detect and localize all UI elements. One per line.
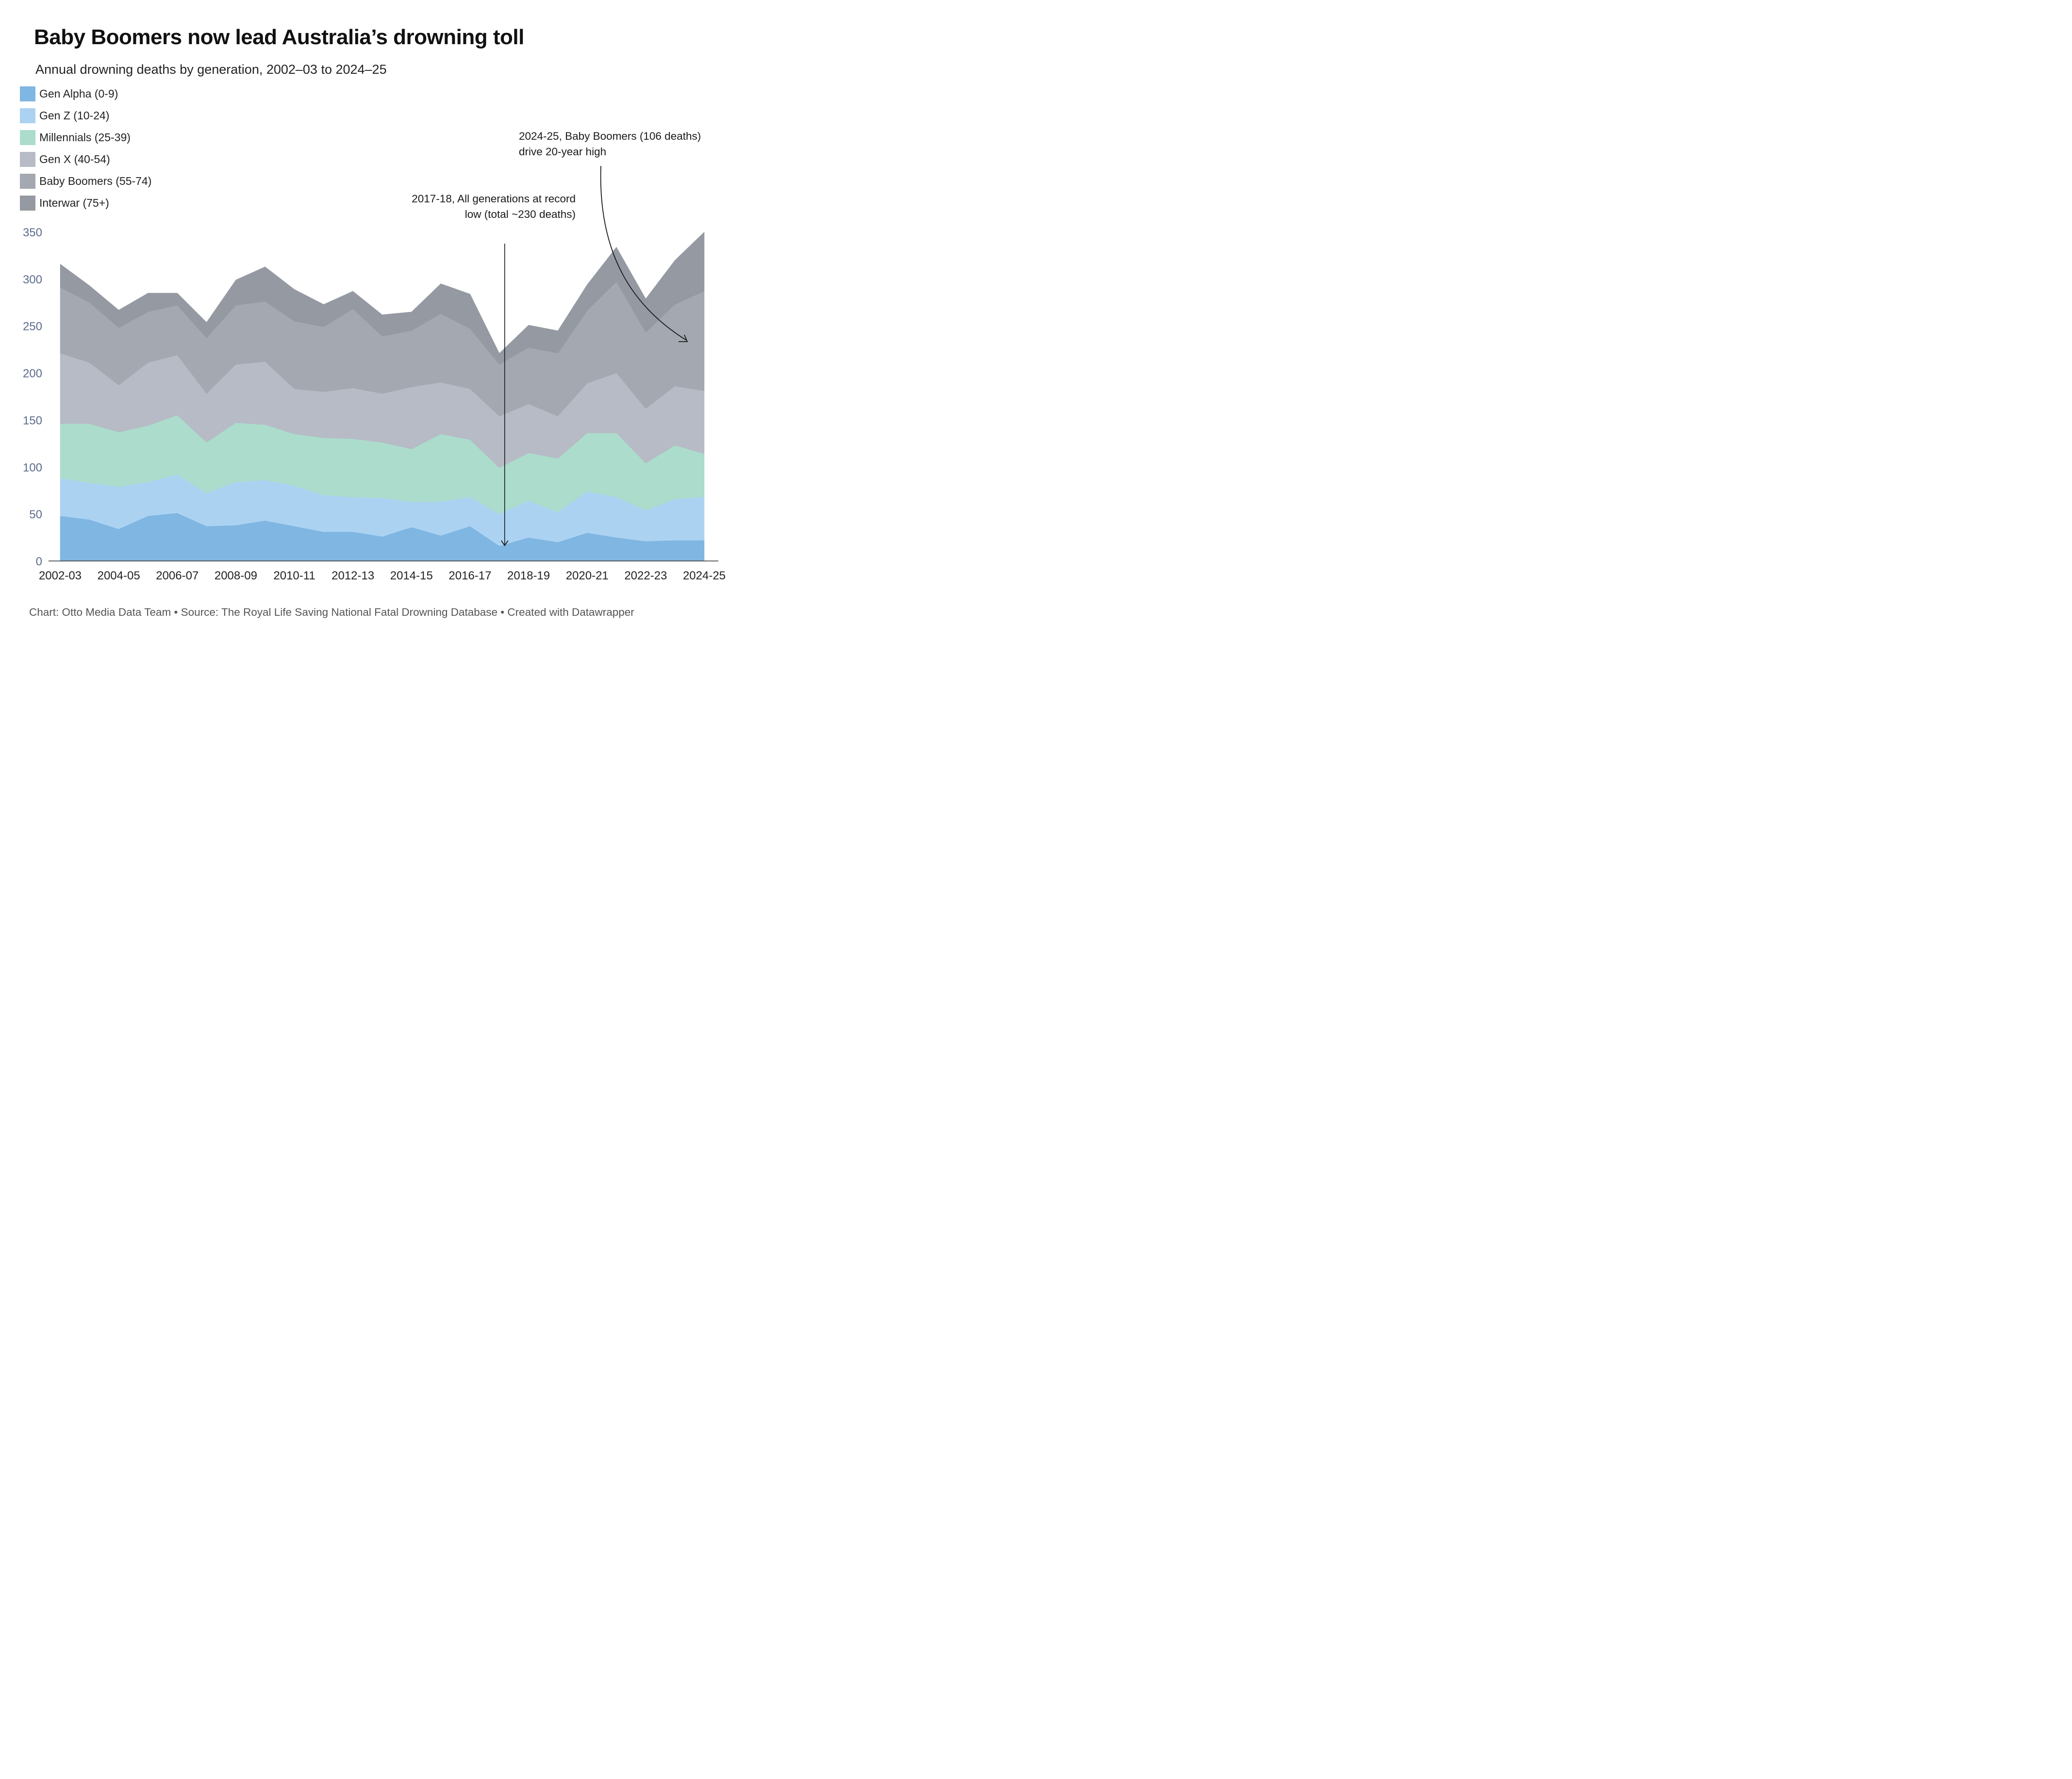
x-tick-label: 2024-25 bbox=[683, 569, 726, 582]
legend-item-gen-alpha: Gen Alpha (0-9) bbox=[20, 86, 151, 101]
x-tick-label: 2016-17 bbox=[448, 569, 491, 582]
y-tick-label: 200 bbox=[23, 367, 42, 380]
legend-swatch-gen-x bbox=[20, 152, 35, 167]
y-tick-label: 50 bbox=[29, 508, 42, 521]
annotation-boomers-high: 2024-25, Baby Boomers (106 deaths) drive… bbox=[519, 130, 701, 158]
legend-item-gen-x: Gen X (40-54) bbox=[20, 152, 151, 167]
legend-swatch-gen-alpha bbox=[20, 86, 35, 101]
x-tick-label: 2010-11 bbox=[273, 569, 315, 582]
area-interwar bbox=[60, 231, 705, 365]
boomers-high-arrow-line bbox=[600, 165, 687, 341]
annotation-arrows bbox=[501, 165, 688, 546]
y-tick-label: 0 bbox=[36, 555, 42, 568]
record-low-arrow-head bbox=[501, 540, 509, 546]
chart-subtitle: Annual drowning deaths by generation, 20… bbox=[35, 62, 387, 77]
y-tick-label: 250 bbox=[23, 320, 42, 333]
x-tick-label: 2014-15 bbox=[390, 569, 433, 582]
legend-label-gen-x: Gen X (40-54) bbox=[39, 153, 110, 165]
x-tick-label: 2004-05 bbox=[98, 569, 140, 582]
legend-item-millennials: Millennials (25-39) bbox=[20, 130, 151, 145]
stacked-area-chart: 0 50 100 150 200 250 300 350 2002-03 2004-05 2006… bbox=[23, 165, 726, 582]
x-tick-label: 2020-21 bbox=[566, 569, 609, 582]
y-axis: 0 50 100 150 200 250 300 350 bbox=[23, 226, 42, 568]
x-tick-label: 2012-13 bbox=[332, 569, 374, 582]
y-tick-label: 350 bbox=[23, 226, 42, 239]
legend-swatch-millennials bbox=[20, 130, 35, 145]
legend: Gen Alpha (0-9) Gen Z (10-24) Millennial… bbox=[20, 86, 151, 217]
x-tick-label: 2022-23 bbox=[624, 569, 667, 582]
y-tick-label: 150 bbox=[23, 414, 42, 427]
legend-item-interwar: Interwar (75+) bbox=[20, 196, 151, 211]
legend-swatch-baby-boomers bbox=[20, 174, 35, 189]
y-tick-label: 300 bbox=[23, 273, 42, 286]
x-tick-label: 2002-03 bbox=[39, 569, 82, 582]
legend-label-millennials: Millennials (25-39) bbox=[39, 131, 131, 144]
boomers-high-arrow-head bbox=[679, 334, 688, 342]
x-tick-label: 2006-07 bbox=[156, 569, 199, 582]
chart-title: Baby Boomers now lead Australia’s drowni… bbox=[34, 25, 524, 49]
legend-item-baby-boomers: Baby Boomers (55-74) bbox=[20, 174, 151, 189]
chart-footer-credits: Chart: Otto Media Data Team • Source: Th… bbox=[29, 606, 634, 618]
legend-label-interwar: Interwar (75+) bbox=[39, 197, 109, 209]
legend-label-baby-boomers: Baby Boomers (55-74) bbox=[39, 175, 152, 187]
legend-label-gen-z: Gen Z (10-24) bbox=[39, 109, 110, 122]
legend-label-gen-alpha: Gen Alpha (0-9) bbox=[39, 87, 118, 100]
legend-item-gen-z: Gen Z (10-24) bbox=[20, 108, 151, 123]
legend-swatch-gen-z bbox=[20, 108, 35, 123]
x-tick-label: 2008-09 bbox=[215, 569, 257, 582]
x-axis: 2002-03 2004-05 2006-07 2008-09 2010-11 2012-… bbox=[39, 560, 726, 582]
area-layers bbox=[60, 231, 705, 561]
annotation-record-low: 2017-18, All generations at record low (… bbox=[412, 193, 576, 220]
y-tick-label: 100 bbox=[23, 461, 42, 474]
x-tick-label: 2018-19 bbox=[507, 569, 550, 582]
legend-swatch-interwar bbox=[20, 196, 35, 211]
